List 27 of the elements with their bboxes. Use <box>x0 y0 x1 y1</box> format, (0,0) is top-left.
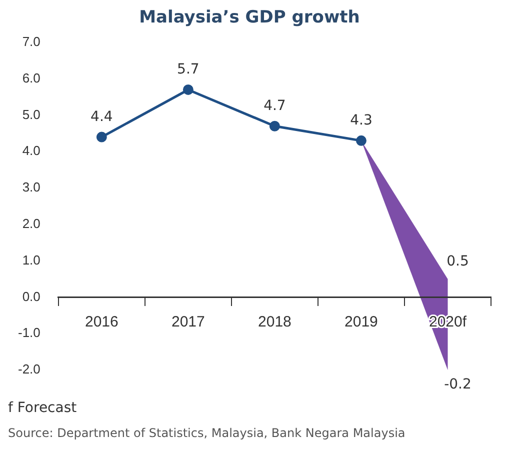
y-tick-label: -2.0 <box>18 362 40 377</box>
y-tick-label: 4.0 <box>22 143 40 158</box>
annotation: 0.5 <box>446 254 469 270</box>
x-tick-label: 2019 <box>344 313 378 330</box>
point <box>182 84 194 95</box>
point <box>269 120 280 132</box>
x-tick-label: 2017 <box>171 313 205 330</box>
point <box>96 132 107 142</box>
y-tick-label: 2.0 <box>22 216 40 231</box>
text: f Forecast <box>8 400 78 416</box>
y-tick-label: 1.0 <box>22 252 40 268</box>
point <box>356 135 366 146</box>
x-tick-label: 2018 <box>258 313 292 330</box>
y-tick-label: -1.0 <box>18 325 40 340</box>
source-note: Source: Department of Statistics, Malaysia, Bank Negara Malaysia <box>8 426 406 440</box>
y-tick-label: 7.0 <box>22 34 40 49</box>
data-label: 4.7 <box>264 98 286 114</box>
x-tick-label: 2016 <box>84 313 118 330</box>
chart-title: Malaysia’s GDP growth <box>139 8 360 28</box>
y-tick-label: 5.0 <box>22 106 40 122</box>
data-label: 4.4 <box>90 109 113 126</box>
data-label: 5.7 <box>177 62 200 78</box>
data-label: 4.3 <box>350 112 372 129</box>
annotation: -0.2 <box>444 376 472 393</box>
y-tick-label: 6.0 <box>22 70 40 86</box>
y-tick-label: 0.0 <box>22 288 40 304</box>
y-tick-label: 3.0 <box>22 180 40 195</box>
